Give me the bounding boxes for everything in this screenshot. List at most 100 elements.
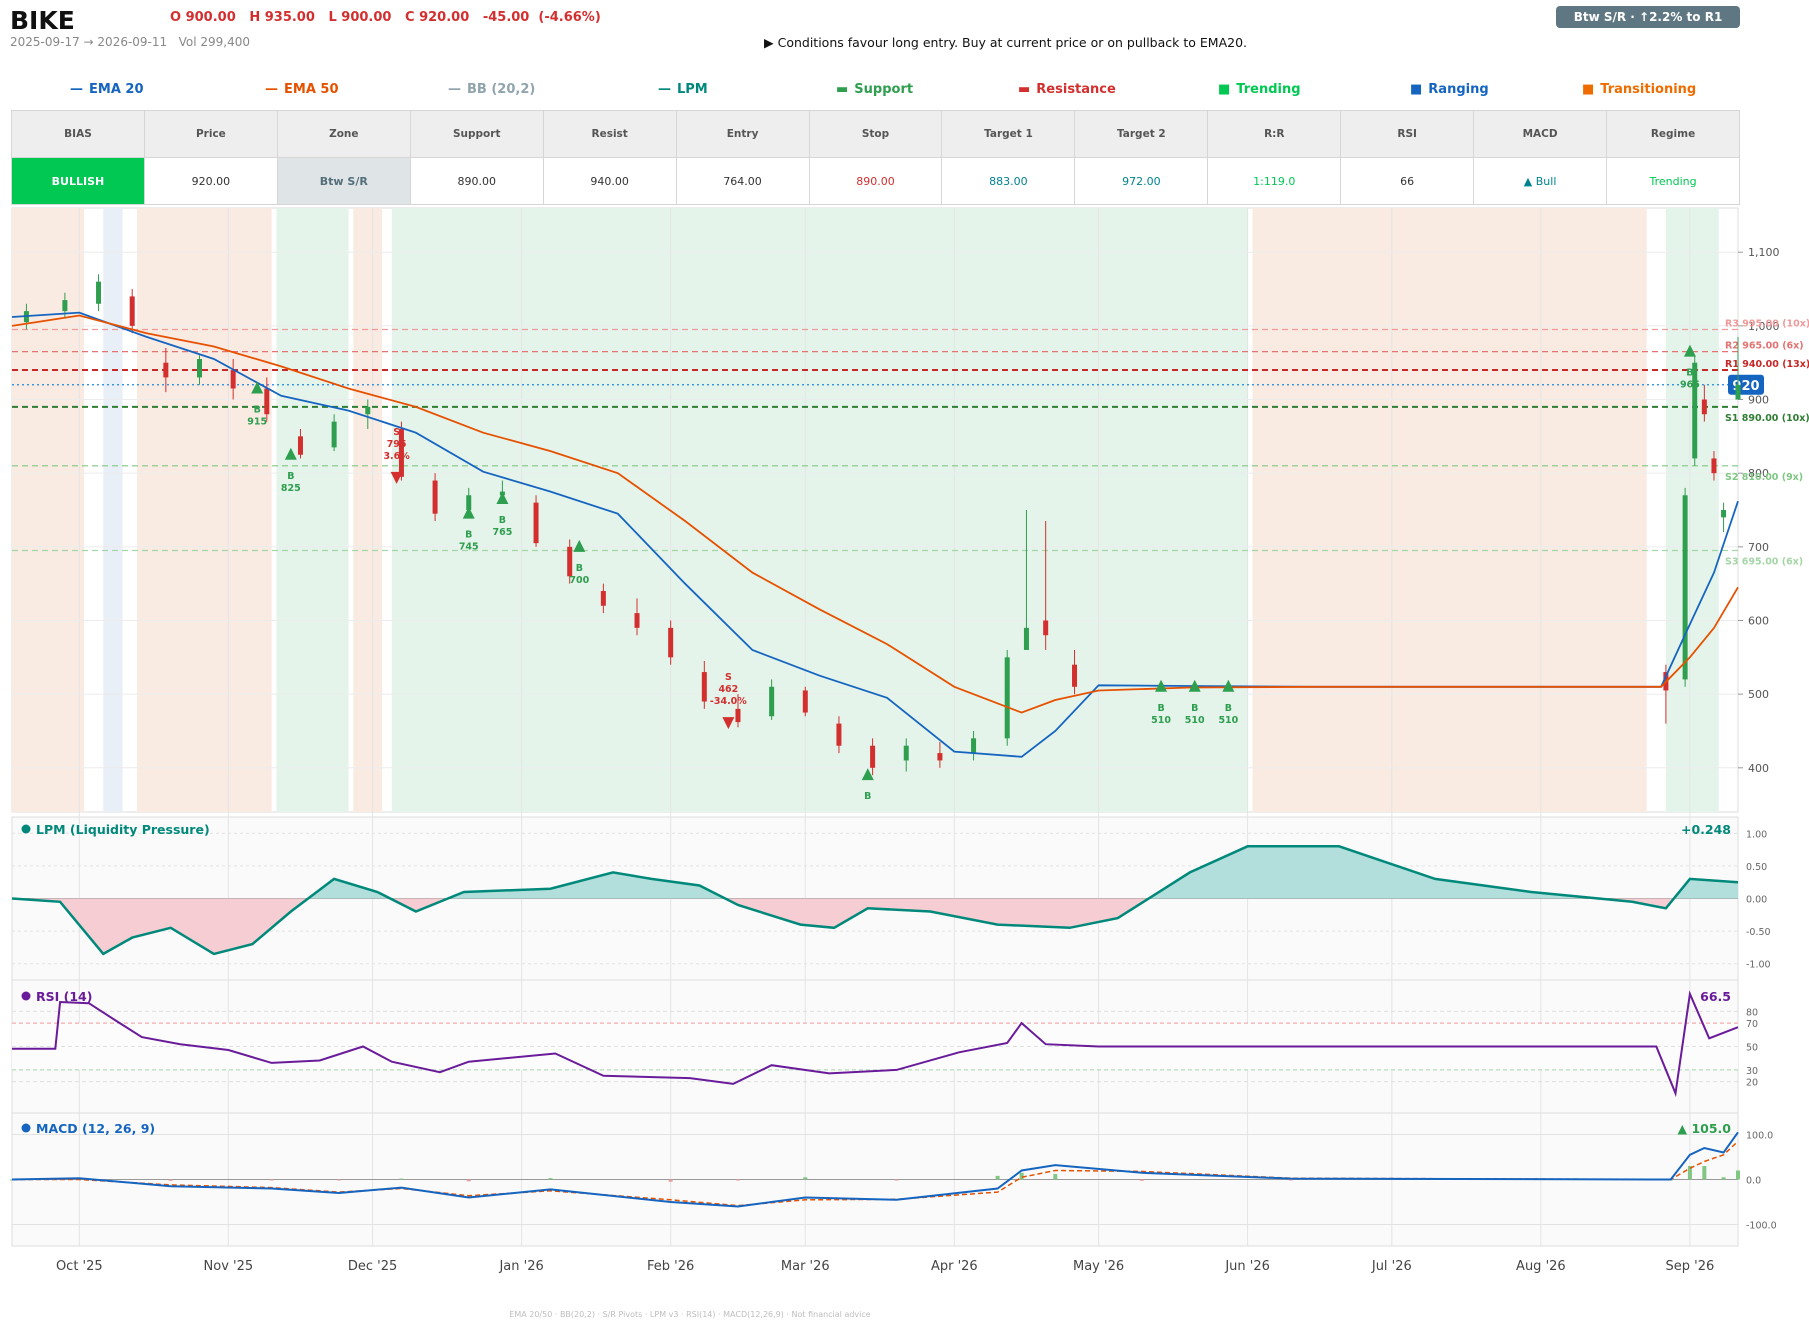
macd-histogram-bar bbox=[548, 1178, 553, 1180]
lpm-tick-label: -1.00 bbox=[1746, 960, 1771, 971]
lpm-line bbox=[11, 845, 1739, 956]
macd-histogram-bar bbox=[1288, 1179, 1293, 1181]
x-tick-label: Feb '26 bbox=[647, 1259, 694, 1274]
legend-swatch: ■ bbox=[1410, 82, 1423, 97]
macd-histogram-bar bbox=[1721, 1177, 1726, 1180]
candle-body bbox=[1721, 510, 1727, 518]
signal-price: 510 bbox=[1185, 715, 1205, 726]
summary-header-regime: Regime bbox=[1606, 110, 1740, 158]
macd-title-dot bbox=[21, 1123, 31, 1133]
buy-marker bbox=[496, 491, 509, 504]
buy-marker bbox=[1155, 679, 1168, 692]
macd-tick-label: 100.0 bbox=[1746, 1131, 1773, 1142]
chart-legend: — EMA 20 — EMA 50 — BB (20,2) — LPM ▬ Support ▬ Res… bbox=[0, 82, 1740, 100]
lpm-tick-label: 0.50 bbox=[1746, 862, 1767, 873]
signal-price: 700 bbox=[569, 575, 589, 586]
lpm-positive-area bbox=[12, 846, 1738, 899]
y-tick-label: 1,000 bbox=[1748, 320, 1780, 333]
summary-value-rsi: 66 bbox=[1340, 157, 1475, 205]
macd-title: MACD (12, 26, 9) bbox=[36, 1121, 155, 1136]
legend-label: LPM bbox=[677, 82, 708, 97]
signal-label: S bbox=[725, 672, 732, 683]
macd-histogram-bar bbox=[466, 1179, 471, 1182]
x-tick-label: Mar '26 bbox=[781, 1259, 830, 1274]
signal-price: 915 bbox=[247, 416, 267, 427]
summary-header-target-2: Target 2 bbox=[1074, 110, 1209, 158]
macd-tick-label: -100.0 bbox=[1746, 1221, 1777, 1232]
rsi-title-dot bbox=[21, 991, 31, 1001]
macd-histogram-bar bbox=[399, 1178, 404, 1180]
rsi-tick-label: 20 bbox=[1746, 1078, 1758, 1089]
summary-value-entry: 764.00 bbox=[675, 157, 810, 205]
y-tick-label: 500 bbox=[1748, 688, 1769, 701]
summary-header-support: Support bbox=[409, 110, 544, 158]
ohlc-readout: O 900.00 H 935.00 L 900.00 C 920.00 -45.… bbox=[170, 10, 601, 25]
candle-body bbox=[1043, 620, 1049, 636]
ticker-symbol: BIKE bbox=[10, 6, 75, 35]
sr-level-label: R2 965.00 (6x) bbox=[1725, 341, 1804, 352]
rsi-tick-label: 80 bbox=[1746, 1007, 1758, 1018]
legend-item-ranging: ■ Ranging bbox=[1410, 82, 1489, 97]
legend-label: EMA 50 bbox=[284, 82, 339, 97]
candle-body bbox=[533, 502, 539, 544]
rsi-line bbox=[12, 990, 1739, 1098]
sr-level-label: R1 940.00 (13x) bbox=[1725, 359, 1809, 370]
sell-marker bbox=[722, 717, 735, 730]
candle-body bbox=[971, 738, 977, 754]
sr-level-label: S2 810.00 (9x) bbox=[1725, 472, 1803, 483]
summary-value-r-r: 1:119.0 bbox=[1207, 157, 1342, 205]
candle-body bbox=[163, 362, 169, 378]
legend-item-resistance: ▬ Resistance bbox=[1018, 82, 1116, 97]
candle-body bbox=[903, 745, 909, 761]
lpm-tick-label: -0.50 bbox=[1746, 927, 1771, 938]
legend-item-bb-20-2: — BB (20,2) bbox=[448, 82, 535, 97]
buy-marker bbox=[1222, 679, 1235, 692]
signal-message: ▶ Conditions favour long entry. Buy at c… bbox=[764, 35, 1248, 50]
signal-price: 510 bbox=[1151, 715, 1171, 726]
x-tick-label: Apr '26 bbox=[931, 1259, 978, 1274]
summary-value-zone: Btw S/R bbox=[276, 157, 411, 205]
candle-body bbox=[1692, 362, 1698, 459]
regime-band-transitioning bbox=[1252, 208, 1647, 812]
legend-item-ema-20: — EMA 20 bbox=[70, 82, 144, 97]
regime-band-transitioning bbox=[12, 208, 85, 812]
legend-item-ema-50: — EMA 50 bbox=[265, 82, 339, 97]
candle-body bbox=[701, 672, 707, 702]
candle-body bbox=[937, 753, 943, 761]
legend-swatch: ■ bbox=[1218, 82, 1231, 97]
macd-last-value: ▲ 105.0 bbox=[1677, 1121, 1731, 1136]
legend-swatch: — bbox=[70, 82, 83, 97]
lpm-tick-label: 0.00 bbox=[1746, 895, 1767, 906]
summary-value-resist: 940.00 bbox=[542, 157, 677, 205]
regime-band-trending bbox=[1665, 208, 1719, 812]
rsi-tick-label: 50 bbox=[1746, 1043, 1758, 1054]
macd-histogram-bar bbox=[1019, 1172, 1024, 1180]
footer-note: EMA 20/50 · BB(20,2) · S/R Pivots · LPM … bbox=[509, 1310, 871, 1319]
legend-label: Transitioning bbox=[1600, 82, 1697, 97]
buy-marker bbox=[284, 447, 297, 460]
legend-swatch: — bbox=[265, 82, 278, 97]
legend-swatch: ▬ bbox=[836, 82, 849, 97]
signal-label: B bbox=[576, 563, 583, 574]
legend-label: BB (20,2) bbox=[467, 82, 536, 97]
summary-header-zone: Zone bbox=[276, 110, 411, 158]
legend-item-transitioning: ■ Transitioning bbox=[1582, 82, 1696, 97]
x-tick-label: Dec '25 bbox=[348, 1259, 397, 1274]
macd-histogram-bar bbox=[735, 1179, 740, 1181]
legend-label: EMA 20 bbox=[89, 82, 144, 97]
candle-body bbox=[1701, 399, 1707, 415]
candle-body bbox=[769, 686, 775, 717]
sell-marker bbox=[390, 471, 403, 484]
candle-body bbox=[1682, 495, 1688, 680]
summary-value-stop: 890.00 bbox=[808, 157, 943, 205]
signal-price: 462 bbox=[718, 684, 738, 695]
legend-swatch: ■ bbox=[1582, 82, 1595, 97]
signal-label: B bbox=[287, 471, 294, 482]
candle-body bbox=[668, 627, 674, 658]
summary-value-target-2: 972.00 bbox=[1074, 157, 1209, 205]
legend-label: Trending bbox=[1236, 82, 1301, 97]
candle-body bbox=[567, 546, 573, 577]
x-tick-label: Jun '26 bbox=[1224, 1259, 1270, 1274]
candle-body bbox=[297, 436, 303, 455]
